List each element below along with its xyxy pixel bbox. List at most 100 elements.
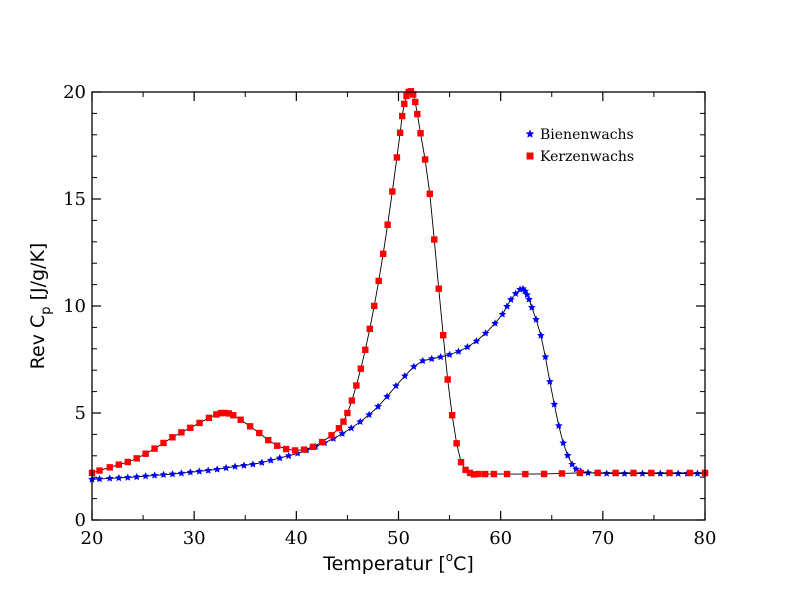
data-point [414,110,421,118]
data-point [666,469,673,477]
data-point [393,154,401,161]
data-point [481,470,489,478]
data-point [356,417,364,426]
x-tick-label: 30 [183,528,206,549]
y-tick-label: 15 [63,189,86,210]
data-point [177,469,186,477]
data-point [503,302,511,310]
data-point [503,470,511,478]
data-point [401,100,408,108]
data-point [537,331,545,339]
data-point [159,470,168,478]
data-point [178,429,185,436]
data-point [389,188,396,195]
data-point [559,439,568,447]
data-point [300,446,308,453]
data-point [462,466,469,474]
data-point [412,98,419,106]
data-point [318,438,326,446]
data-point [256,429,263,437]
data-point [231,462,239,470]
data-point [444,376,451,383]
data-point [347,424,356,432]
legend-marker [525,129,535,138]
data-point [594,469,601,477]
data-point [525,295,533,303]
x-tick-label: 60 [489,528,512,549]
data-point [550,400,559,408]
data-point [225,410,232,417]
data-point [511,289,520,297]
data-point [273,442,281,449]
data-point [282,445,290,453]
data-point [584,468,592,477]
legend-label: Kerzenwachs [540,149,634,165]
data-point [491,319,499,327]
data-point [383,392,391,400]
data-point [463,342,472,351]
y-tick-label: 5 [75,403,86,424]
data-point [466,469,474,477]
data-point [150,471,159,479]
data-point [418,356,427,365]
x-axis-title: Temperatur [oC] [322,550,474,575]
series-kerzenwachs [88,88,709,478]
data-point [221,409,229,417]
x-axis-title-main: Temperatur [ [322,553,446,575]
data-point [186,468,195,476]
x-tick-label: 40 [285,528,308,549]
data-point [151,445,158,452]
x-tick-label: 80 [694,528,717,549]
x-axis-title-tail: C] [453,553,474,575]
data-point [275,454,284,462]
data-point [230,412,237,419]
y-axis-title-tail: [J/g/K] [27,243,49,307]
data-point [457,458,465,466]
data-point [630,469,637,477]
data-point [541,352,550,361]
data-point [365,410,373,418]
data-point [237,416,244,423]
data-point [407,88,415,95]
data-point [366,325,373,333]
data-point [328,432,335,439]
data-point [160,439,167,447]
data-point [427,354,436,363]
data-point [563,451,572,459]
data-point [115,461,123,468]
data-point [410,362,418,370]
data-point [546,377,554,385]
data-point [169,434,176,441]
tick-labels: 20 30 40 50 60 70 80 0 5 10 15 20 [63,82,716,549]
data-point [409,91,417,98]
data-point [246,423,254,430]
data-point [284,451,293,460]
data-point [348,397,356,404]
x-tick-label: 20 [81,528,104,549]
data-point [522,470,529,478]
data-point [95,474,104,483]
data-point [532,315,540,323]
data-point [472,337,481,345]
data-point [686,469,694,477]
data-point [445,350,454,358]
data-point [448,412,456,419]
data-point [568,460,576,468]
axis-ticks [91,91,706,521]
data-point [195,467,204,475]
data-point [357,365,365,372]
data-point [421,156,429,163]
data-point [576,469,584,477]
data-point [481,329,490,337]
data-point [106,464,113,471]
y-tick-label: 10 [63,296,86,317]
data-point [454,347,463,355]
data-point [436,353,445,361]
legend-box [522,124,642,170]
y-axis-title: Rev Cp [J/g/K] [27,243,54,370]
data-point [213,411,220,418]
data-point [105,474,114,482]
data-point [374,402,382,410]
x-tick-label: 50 [387,528,410,549]
